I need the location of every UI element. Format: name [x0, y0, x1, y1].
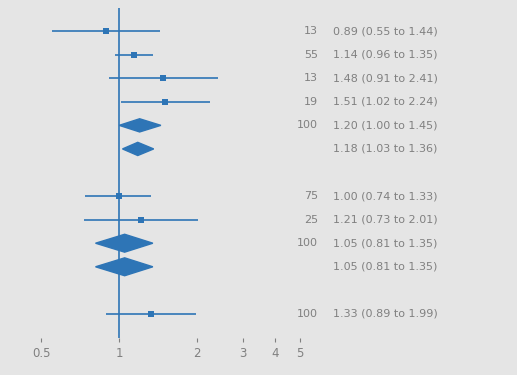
Text: 100: 100 — [297, 309, 318, 319]
Text: 1.21 (0.73 to 2.01): 1.21 (0.73 to 2.01) — [333, 214, 438, 225]
Text: 13: 13 — [304, 26, 318, 36]
Polygon shape — [96, 258, 153, 276]
Text: 75: 75 — [304, 191, 318, 201]
Polygon shape — [119, 119, 161, 132]
Text: 0.89 (0.55 to 1.44): 0.89 (0.55 to 1.44) — [333, 26, 438, 36]
Text: 13: 13 — [304, 73, 318, 83]
Text: 55: 55 — [304, 50, 318, 60]
Text: 1.48 (0.91 to 2.41): 1.48 (0.91 to 2.41) — [333, 73, 438, 83]
Polygon shape — [96, 234, 153, 252]
Text: 1.14 (0.96 to 1.35): 1.14 (0.96 to 1.35) — [333, 50, 438, 60]
Text: 1.00 (0.74 to 1.33): 1.00 (0.74 to 1.33) — [333, 191, 438, 201]
Text: 1.51 (1.02 to 2.24): 1.51 (1.02 to 2.24) — [333, 97, 438, 107]
Text: 1.05 (0.81 to 1.35): 1.05 (0.81 to 1.35) — [333, 238, 438, 248]
Text: 100: 100 — [297, 238, 318, 248]
Text: 1.05 (0.81 to 1.35): 1.05 (0.81 to 1.35) — [333, 262, 438, 272]
Text: 1.18 (1.03 to 1.36): 1.18 (1.03 to 1.36) — [333, 144, 438, 154]
Text: 1.20 (1.00 to 1.45): 1.20 (1.00 to 1.45) — [333, 120, 438, 130]
Text: 1.33 (0.89 to 1.99): 1.33 (0.89 to 1.99) — [333, 309, 438, 319]
Text: 19: 19 — [304, 97, 318, 107]
Text: 25: 25 — [304, 214, 318, 225]
Text: 100: 100 — [297, 120, 318, 130]
Polygon shape — [123, 142, 154, 156]
